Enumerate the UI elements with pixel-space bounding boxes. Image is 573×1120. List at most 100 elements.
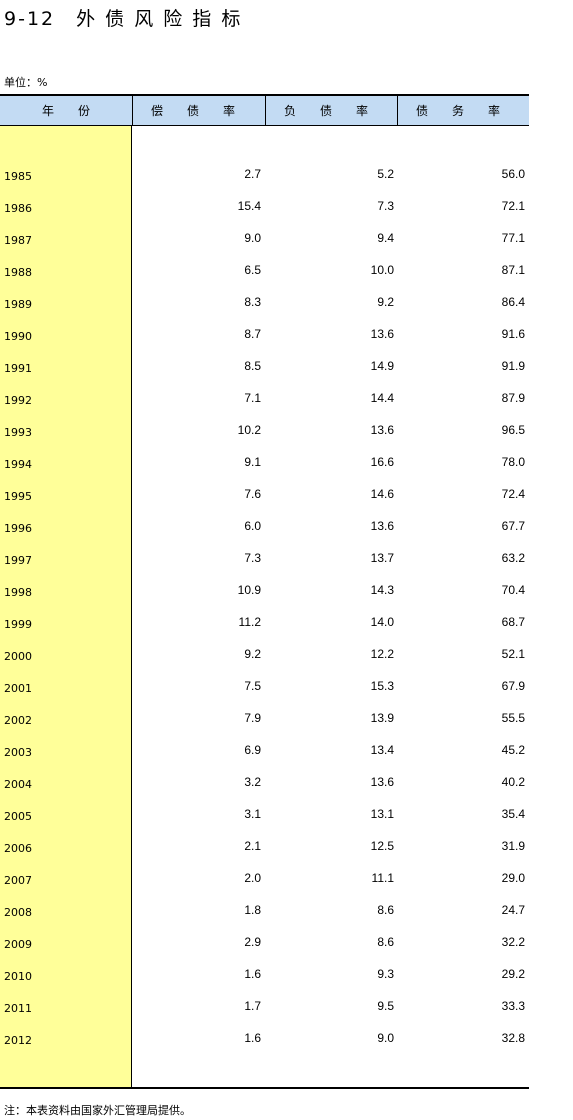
liability-ratio-cell: 9.3 xyxy=(377,967,394,981)
debt-ratio-cell: 91.6 xyxy=(501,327,525,341)
debt-service-ratio-cell: 8.7 xyxy=(244,327,261,341)
table-bottom-rule xyxy=(0,1087,529,1089)
table-row: 2000 9.2 12.2 52.1 xyxy=(0,640,529,672)
debt-ratio-cell: 78.0 xyxy=(501,455,525,469)
debt-service-ratio-cell: 1.6 xyxy=(244,1031,261,1045)
debt-service-ratio-cell: 6.9 xyxy=(244,743,261,757)
debt-ratio-cell: 96.5 xyxy=(501,423,525,437)
table-row: 2009 2.9 8.6 32.2 xyxy=(0,928,529,960)
debt-ratio-cell: 56.0 xyxy=(501,167,525,181)
debt-service-ratio-cell: 9.2 xyxy=(244,647,261,661)
table-row: 1992 7.1 14.4 87.9 xyxy=(0,384,529,416)
debt-ratio-cell: 32.8 xyxy=(501,1031,525,1045)
year-cell: 1988 xyxy=(4,266,32,279)
year-cell: 2006 xyxy=(4,842,32,855)
debt-ratio-cell: 31.9 xyxy=(501,839,525,853)
liability-ratio-cell: 11.1 xyxy=(371,871,394,885)
table-row: 2007 2.0 11.1 29.0 xyxy=(0,864,529,896)
debt-service-ratio-cell: 3.2 xyxy=(244,775,261,789)
year-cell: 2008 xyxy=(4,906,32,919)
liability-ratio-cell: 5.2 xyxy=(377,167,394,181)
debt-ratio-cell: 24.7 xyxy=(501,903,525,917)
debt-service-ratio-cell: 7.6 xyxy=(244,487,261,501)
year-cell: 1993 xyxy=(4,426,32,439)
table-row: 2012 1.6 9.0 32.8 xyxy=(0,1024,529,1056)
year-cell: 1998 xyxy=(4,586,32,599)
year-cell: 2007 xyxy=(4,874,32,887)
year-cell: 1987 xyxy=(4,234,32,247)
year-cell: 2002 xyxy=(4,714,32,727)
debt-ratio-cell: 55.5 xyxy=(501,711,525,725)
header-debt-service-ratio: 偿 债 率 xyxy=(132,96,265,126)
table-row: 1985 2.7 5.2 56.0 xyxy=(0,160,529,192)
table-row: 1986 15.4 7.3 72.1 xyxy=(0,192,529,224)
header-year: 年 份 xyxy=(41,104,90,118)
table-row: 2001 7.5 15.3 67.9 xyxy=(0,672,529,704)
year-cell: 1990 xyxy=(4,330,32,343)
debt-service-ratio-cell: 11.2 xyxy=(238,615,261,629)
debt-service-ratio-cell: 7.3 xyxy=(244,551,261,565)
year-cell: 1989 xyxy=(4,298,32,311)
liability-ratio-cell: 9.5 xyxy=(377,999,394,1013)
liability-ratio-cell: 15.3 xyxy=(370,679,394,693)
table-row: 2005 3.1 13.1 35.4 xyxy=(0,800,529,832)
liability-ratio-cell: 13.6 xyxy=(370,519,394,533)
liability-ratio-cell: 13.4 xyxy=(370,743,394,757)
year-cell: 2011 xyxy=(4,1002,32,1015)
unit-label: 单位：% xyxy=(4,76,48,89)
data-table: 年 份 偿 债 率 负 债 率 债 务 率 1985 2.7 5.2 56.0 1986… xyxy=(0,94,529,1089)
liability-ratio-cell: 9.4 xyxy=(377,231,394,245)
liability-ratio-cell: 9.2 xyxy=(377,295,394,309)
debt-ratio-cell: 67.7 xyxy=(501,519,525,533)
table-row: 2003 6.9 13.4 45.2 xyxy=(0,736,529,768)
year-cell: 2004 xyxy=(4,778,32,791)
debt-service-ratio-cell: 6.5 xyxy=(244,263,261,277)
debt-service-ratio-cell: 7.9 xyxy=(244,711,261,725)
year-cell: 2005 xyxy=(4,810,32,823)
debt-service-ratio-cell: 10.9 xyxy=(237,583,261,597)
table-row: 1998 10.9 14.3 70.4 xyxy=(0,576,529,608)
debt-ratio-cell: 40.2 xyxy=(501,775,525,789)
debt-ratio-cell: 87.9 xyxy=(501,391,525,405)
debt-ratio-cell: 52.1 xyxy=(501,647,525,661)
table-row: 1989 8.3 9.2 86.4 xyxy=(0,288,529,320)
year-cell: 2012 xyxy=(4,1034,32,1047)
year-cell: 2009 xyxy=(4,938,32,951)
table-row: 1999 11.2 14.0 68.7 xyxy=(0,608,529,640)
debt-service-ratio-cell: 6.0 xyxy=(244,519,261,533)
debt-service-ratio-cell: 1.6 xyxy=(244,967,261,981)
debt-ratio-cell: 72.1 xyxy=(501,199,525,213)
debt-ratio-cell: 33.3 xyxy=(501,999,525,1013)
debt-service-ratio-cell: 8.3 xyxy=(244,295,261,309)
liability-ratio-cell: 13.1 xyxy=(370,807,394,821)
footnote: 注：本表资料由国家外汇管理局提供。 xyxy=(4,1104,191,1117)
table-row: 2011 1.7 9.5 33.3 xyxy=(0,992,529,1024)
debt-ratio-cell: 91.9 xyxy=(501,359,525,373)
year-column-fill xyxy=(0,126,132,1088)
debt-service-ratio-cell: 7.1 xyxy=(244,391,261,405)
table-row: 1997 7.3 13.7 63.2 xyxy=(0,544,529,576)
table-row: 1993 10.2 13.6 96.5 xyxy=(0,416,529,448)
debt-service-ratio-cell: 9.1 xyxy=(244,455,261,469)
table-row: 2010 1.6 9.3 29.2 xyxy=(0,960,529,992)
debt-ratio-cell: 68.7 xyxy=(501,615,525,629)
debt-ratio-cell: 87.1 xyxy=(501,263,525,277)
table-row: 2004 3.2 13.6 40.2 xyxy=(0,768,529,800)
liability-ratio-cell: 14.9 xyxy=(370,359,394,373)
liability-ratio-cell: 16.6 xyxy=(370,455,394,469)
liability-ratio-cell: 10.0 xyxy=(370,263,394,277)
table-row: 1988 6.5 10.0 87.1 xyxy=(0,256,529,288)
table-row: 2008 1.8 8.6 24.7 xyxy=(0,896,529,928)
table-row: 2002 7.9 13.9 55.5 xyxy=(0,704,529,736)
header-liability-ratio: 负 债 率 xyxy=(265,96,397,126)
liability-ratio-cell: 13.6 xyxy=(370,775,394,789)
table-row: 1987 9.0 9.4 77.1 xyxy=(0,224,529,256)
liability-ratio-cell: 13.6 xyxy=(370,423,394,437)
debt-service-ratio-cell: 1.8 xyxy=(244,903,261,917)
liability-ratio-cell: 8.6 xyxy=(377,935,394,949)
liability-ratio-cell: 13.6 xyxy=(370,327,394,341)
year-cell: 1992 xyxy=(4,394,32,407)
debt-ratio-cell: 70.4 xyxy=(501,583,525,597)
debt-service-ratio-cell: 10.2 xyxy=(237,423,261,437)
debt-ratio-cell: 45.2 xyxy=(501,743,525,757)
